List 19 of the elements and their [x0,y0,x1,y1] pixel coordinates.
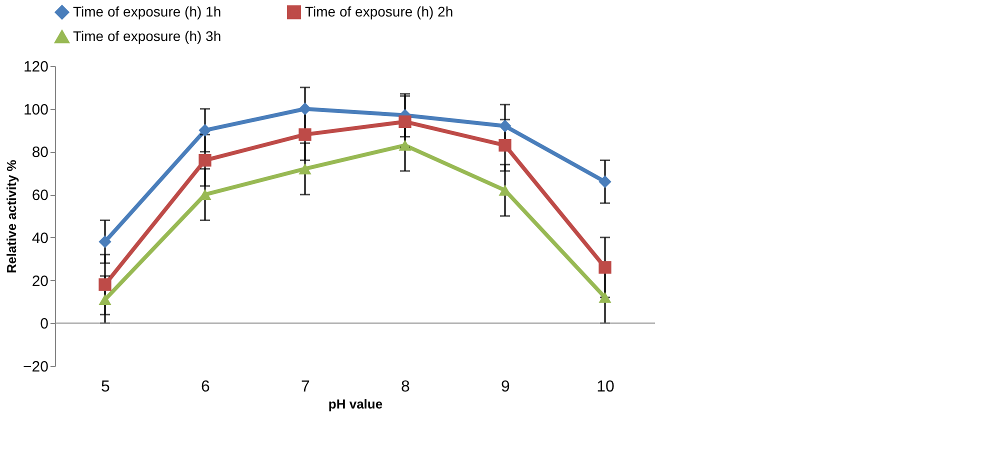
y-tick-label: 80 [32,144,48,162]
y-tick-label: 0 [40,316,48,333]
x-tick-label: 10 [596,378,614,396]
legend-label: Time of exposure (h) 1h [73,3,222,20]
x-axis-title: pH value [328,396,383,412]
legend-label: Time of exposure (h) 3h [73,28,222,44]
y-tick-label: 40 [32,230,48,247]
y-tick-label: 120 [23,58,48,76]
y-tick-label: 20 [32,272,48,290]
x-tick-label: 6 [201,378,210,396]
x-tick-label: 5 [101,378,110,396]
y-tick-label: −20 [23,358,48,376]
x-tick-label: 9 [501,378,510,396]
y-axis-title: Relative activity % [4,159,20,274]
x-tick-label: 8 [401,378,410,396]
x-tick-label: 7 [301,378,310,396]
y-tick-label: 60 [32,187,48,204]
y-tick-label: 100 [23,101,48,118]
legend-label: Time of exposure (h) 2h [305,3,454,20]
